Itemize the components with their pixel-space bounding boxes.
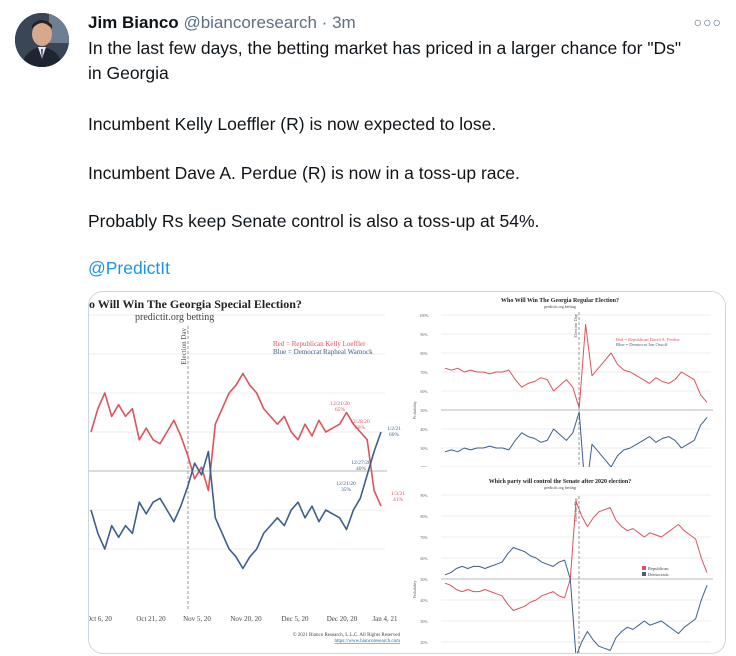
y-tick-label: 100% bbox=[419, 313, 429, 318]
x-tick-label: Jan 4, 21 bbox=[372, 615, 398, 623]
election-day-label: Election Day bbox=[573, 313, 578, 337]
y-tick-label: 90% bbox=[420, 332, 428, 337]
annotation-date: 12/21/20 bbox=[336, 481, 356, 487]
x-tick-label: Nov 20, 20 bbox=[230, 615, 262, 623]
y-tick-label: 70% bbox=[420, 370, 428, 375]
mention-link-predictit[interactable]: @PredictIt bbox=[88, 258, 170, 278]
legend-democrat: Blue = Democrat Rapheal Warnock bbox=[273, 348, 373, 356]
chart-georgia-regular: Election Day Who Will Win The Georgia Reg… bbox=[412, 298, 713, 470]
y-tick-label: 50% bbox=[420, 577, 428, 582]
democrat-series-line bbox=[90, 431, 382, 570]
y-tick-label: 40% bbox=[420, 427, 428, 432]
chart-image-georgia-special[interactable]: Election Day o Will Win The Georgia Speci… bbox=[89, 292, 407, 653]
legend-republican: Republican bbox=[648, 566, 669, 571]
y-tick-label: 60% bbox=[420, 389, 428, 394]
website-link: https://www.biancoresearch.com bbox=[335, 639, 401, 644]
legend-democrat: Democratic bbox=[648, 572, 669, 577]
chart-subtitle: predictit.org betting bbox=[544, 304, 576, 309]
y-axis-label: Probability bbox=[412, 581, 417, 599]
x-tick-label: Dec 5, 20 bbox=[281, 615, 309, 623]
tweet-text-line: Incumbent Kelly Loeffler (R) is now expe… bbox=[88, 114, 497, 134]
democrat-series-line bbox=[444, 547, 708, 653]
y-tick-label: 80% bbox=[420, 514, 428, 519]
tweet-text-line: In the last few days, the betting market… bbox=[88, 38, 682, 58]
y-tick-label: 20% bbox=[420, 640, 428, 645]
y-tick-label: 70% bbox=[420, 535, 428, 540]
chart-georgia-special: Election Day o Will Win The Georgia Speci… bbox=[89, 297, 405, 644]
annotation-value: 60% bbox=[355, 425, 366, 431]
y-tick-label: 60% bbox=[420, 556, 428, 561]
annotation-value: 41% bbox=[393, 497, 404, 503]
annotation-value: 60% bbox=[389, 432, 400, 438]
legend-democrat: Blue = Democrat Jon Ossoff bbox=[616, 342, 668, 347]
y-tick-label: 80% bbox=[420, 351, 428, 356]
y-tick-label: 30% bbox=[420, 619, 428, 624]
tweet-text-line: Probably Rs keep Senate control is also … bbox=[88, 211, 540, 231]
annotation-value: 65% bbox=[335, 407, 346, 413]
chart-subtitle: predictit.org betting bbox=[544, 485, 576, 490]
x-tick-label: Dec 20, 20 bbox=[327, 615, 358, 623]
y-tick-label: 90% bbox=[420, 493, 428, 498]
x-tick-label: Oct 21, 20 bbox=[136, 615, 166, 623]
y-tick-label: 20% bbox=[420, 465, 428, 467]
republican-series-line bbox=[90, 372, 382, 507]
tweet-text-line: in Georgia bbox=[88, 63, 169, 83]
chart-image-georgia-regular[interactable]: Election Day Who Will Win The Georgia Reg… bbox=[410, 292, 725, 470]
separator: · bbox=[321, 13, 328, 32]
republican-series-line bbox=[444, 324, 708, 409]
democrat-series-line bbox=[444, 411, 708, 467]
chart-title: Who Will Win The Georgia Regular Electio… bbox=[501, 298, 619, 304]
annotation-value: 40% bbox=[356, 466, 367, 472]
annotation-date: 12/27/20 bbox=[351, 460, 371, 466]
more-horizontal-icon[interactable]: ○○○ bbox=[693, 14, 722, 30]
tweet-media[interactable]: Election Day o Will Win The Georgia Speci… bbox=[88, 291, 726, 654]
annotation-value: 35% bbox=[341, 487, 352, 493]
annotation-date: 12/21/20 bbox=[330, 401, 350, 407]
avatar-photo-icon bbox=[15, 13, 69, 67]
avatar[interactable] bbox=[15, 13, 69, 67]
annotation-date: 1/2/21 bbox=[387, 426, 401, 432]
y-tick-label: 40% bbox=[420, 598, 428, 603]
republican-series-line bbox=[444, 500, 708, 611]
chart-title: o Will Win The Georgia Special Election? bbox=[89, 297, 302, 311]
author-name[interactable]: Jim Bianco bbox=[88, 13, 179, 32]
y-axis-label: Probability bbox=[412, 401, 417, 419]
y-tick-label: 50% bbox=[420, 408, 428, 413]
chart-title: Which party will control the Senate afte… bbox=[489, 479, 631, 485]
legend-republican: Red = Republican David A. Perdue bbox=[616, 337, 680, 342]
x-tick-label: Oct 6, 20 bbox=[89, 615, 112, 623]
tweet-header: Jim Bianco @biancoresearch · 3m bbox=[88, 13, 356, 33]
author-handle[interactable]: @biancoresearch bbox=[183, 13, 317, 32]
legend-republican: Red = Republican Kelly Loeffler bbox=[273, 340, 366, 348]
x-tick-label: Nov 5, 20 bbox=[183, 615, 211, 623]
tweet-text-line: Incumbent Dave A. Perdue (R) is now in a… bbox=[88, 163, 520, 183]
copyright-text: © 2021 Bianco Research, L.L.C. All Right… bbox=[293, 632, 401, 638]
election-day-label: Election Day bbox=[180, 328, 188, 365]
legend-swatch-democrat bbox=[642, 572, 646, 576]
chart-image-senate-control[interactable]: Election Day Which party will control the… bbox=[410, 468, 725, 653]
y-tick-label: 30% bbox=[420, 446, 428, 451]
annotation-date: 12/28/20 bbox=[350, 419, 370, 425]
annotation-date: 1/3/21 bbox=[391, 491, 405, 497]
timestamp[interactable]: 3m bbox=[332, 13, 356, 32]
legend-swatch-republican bbox=[642, 566, 646, 570]
chart-subtitle: predictit.org betting bbox=[135, 312, 214, 323]
